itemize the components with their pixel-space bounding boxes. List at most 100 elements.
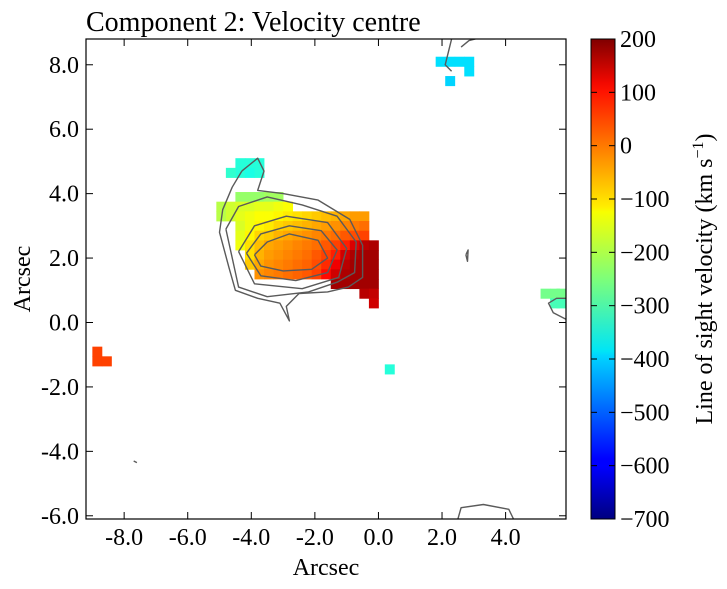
velocity-pixel <box>225 201 236 212</box>
colorbar-tick-label: −500 <box>620 400 670 426</box>
y-axis-ticks: -6.0 -4.0 -2.0 0.0 2.0 4.0 6.0 8.0 <box>41 53 566 530</box>
flux-contour <box>245 225 338 282</box>
velocity-pixel <box>340 259 351 270</box>
velocity-pixel <box>244 211 255 222</box>
velocity-pixel <box>340 221 351 232</box>
velocity-pixel <box>292 259 303 270</box>
velocity-pixel <box>292 269 303 280</box>
chart-title: Component 2: Velocity centre <box>86 7 421 38</box>
velocity-pixel <box>292 240 303 251</box>
velocity-pixel <box>311 250 322 261</box>
flux-contour <box>218 157 364 322</box>
colorbar-tick-label: 100 <box>620 80 656 106</box>
x-axis-ticks: -8.0 -6.0 -4.0 -2.0 0.0 2.0 4.0 <box>105 39 521 551</box>
velocity-pixel <box>283 230 294 241</box>
velocity-pixel <box>454 56 465 67</box>
velocity-pixel <box>273 201 284 212</box>
velocity-pixel <box>330 279 341 290</box>
velocity-pixel <box>292 250 303 261</box>
velocity-pixel <box>244 201 255 212</box>
velocity-pixel <box>244 230 255 241</box>
velocity-pixel <box>254 250 265 261</box>
velocity-pixel <box>384 364 395 375</box>
velocity-pixel <box>254 167 265 178</box>
colorbar <box>590 38 616 520</box>
velocity-pixel <box>311 230 322 241</box>
velocity-pixel <box>349 221 360 232</box>
velocity-pixel <box>330 259 341 270</box>
velocity-pixel <box>550 288 561 299</box>
velocity-pixel <box>244 192 255 203</box>
flux-contour <box>460 39 476 48</box>
velocity-pixel <box>244 221 255 232</box>
velocity-pixel <box>321 211 332 222</box>
velocity-pixel <box>235 201 246 212</box>
velocity-pixel <box>349 211 360 222</box>
y-tick-label: 6.0 <box>49 117 79 143</box>
velocity-pixel <box>359 288 370 299</box>
velocity-pixel <box>273 269 284 280</box>
velocity-pixel <box>244 250 255 261</box>
velocity-pixel <box>302 250 313 261</box>
velocity-pixel <box>359 240 370 251</box>
velocity-pixel <box>273 230 284 241</box>
velocity-pixel <box>244 167 255 178</box>
flux-contour <box>133 460 138 464</box>
velocity-pixel <box>330 221 341 232</box>
velocity-pixel <box>264 230 274 241</box>
colorbar-tick-label: −300 <box>620 294 670 320</box>
velocity-pixel <box>273 259 284 270</box>
velocity-pixel <box>235 240 246 251</box>
velocity-pixel <box>464 56 475 67</box>
velocity-pixel <box>254 240 265 251</box>
velocity-pixel <box>216 201 227 212</box>
velocity-pixel <box>368 279 379 290</box>
velocity-pixel <box>235 158 246 169</box>
velocity-pixel <box>321 269 332 280</box>
velocity-pixel <box>330 230 341 241</box>
velocity-pixel <box>435 56 446 67</box>
velocity-pixel <box>349 279 360 290</box>
velocity-pixel <box>368 288 379 299</box>
velocity-pixel-layer <box>92 56 566 375</box>
velocity-pixel <box>302 240 313 251</box>
velocity-pixel <box>283 240 294 251</box>
velocity-pixel <box>349 250 360 261</box>
velocity-pixel <box>273 250 284 261</box>
plot-frame <box>85 38 567 520</box>
velocity-pixel <box>283 269 294 280</box>
velocity-pixel <box>349 240 360 251</box>
velocity-pixel <box>92 356 103 367</box>
velocity-pixel <box>302 230 313 241</box>
velocity-pixel <box>225 167 236 178</box>
x-tick-label: -6.0 <box>169 525 207 551</box>
velocity-pixel <box>302 259 313 270</box>
velocity-pixel <box>340 269 351 280</box>
velocity-pixel <box>311 259 322 270</box>
velocity-pixel <box>321 221 332 232</box>
velocity-pixel <box>330 269 341 280</box>
velocity-pixel <box>540 288 551 299</box>
velocity-pixel <box>292 221 303 232</box>
velocity-pixel <box>340 230 351 241</box>
velocity-pixel <box>264 221 274 232</box>
velocity-pixel <box>225 211 236 222</box>
velocity-pixel <box>264 269 274 280</box>
velocity-pixel <box>283 201 294 212</box>
colorbar-label: Line of sight velocity (km s−1) <box>690 134 718 425</box>
colorbar-tick-label: −100 <box>620 187 670 213</box>
flux-contour <box>465 249 469 262</box>
velocity-pixel <box>321 240 332 251</box>
velocity-pixel <box>368 250 379 261</box>
velocity-pixel <box>368 269 379 280</box>
velocity-pixel <box>311 221 322 232</box>
velocity-pixel <box>311 211 322 222</box>
colorbar-tick-label: −400 <box>620 347 670 373</box>
velocity-pixel <box>235 211 246 222</box>
x-tick-label: -8.0 <box>105 525 143 551</box>
velocity-pixel <box>235 230 246 241</box>
velocity-pixel <box>445 56 456 67</box>
velocity-pixel <box>359 269 370 280</box>
velocity-pixel <box>330 240 341 251</box>
velocity-pixel <box>368 298 379 309</box>
